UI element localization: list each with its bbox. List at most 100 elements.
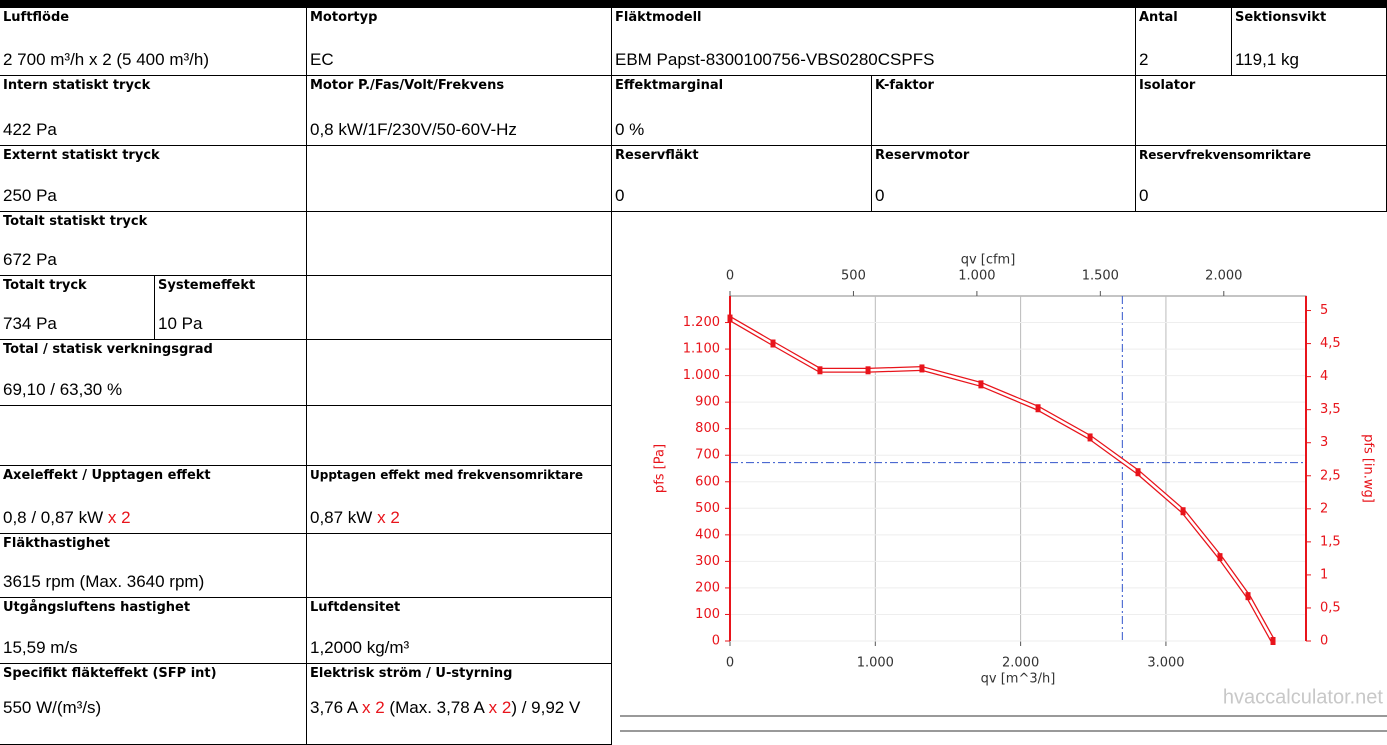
y2-tick-label: 2,5 <box>1320 468 1341 483</box>
x-axis-title: qv [m^3/h] <box>981 672 1056 687</box>
cell-label: Effektmarginal <box>615 78 724 93</box>
x-tick-label: 2.000 <box>1002 656 1039 671</box>
table-cell: Luftdensitet 1,2000 kg/m³ <box>306 597 612 664</box>
marker <box>1270 637 1276 645</box>
marker <box>770 339 776 348</box>
value-part: x 2 <box>362 698 385 717</box>
cell-value: 672 Pa <box>3 250 57 269</box>
table-cell: Effektmarginal 0 % <box>611 75 872 146</box>
marker <box>1135 468 1141 477</box>
y-tick-label: 200 <box>695 580 720 595</box>
cell-value: 3615 rpm (Max. 3640 rpm) <box>3 572 205 591</box>
cell-value: EC <box>310 50 334 69</box>
cell-label: Totalt tryck <box>3 278 87 293</box>
cell-value: 1,2000 kg/m³ <box>310 638 410 657</box>
marker <box>865 366 871 375</box>
y2-tick-label: 1 <box>1320 567 1328 582</box>
x2-tick-label: 1.000 <box>958 269 995 284</box>
table-cell: Elektrisk ström / U-styrning 3,76 A x 2 (… <box>306 663 612 745</box>
cell-label: Motortyp <box>310 10 378 25</box>
y-tick-label: 400 <box>695 527 720 542</box>
table-cell: Motor P./Fas/Volt/Frekvens 0,8 kW/1F/230V… <box>306 75 612 146</box>
cell-label: Fläkthastighet <box>3 536 110 551</box>
value-part: 0,8 / 0,87 kW <box>3 508 108 527</box>
cell-value: 119,1 kg <box>1235 50 1299 69</box>
table-cell: Externt statiskt tryck 250 Pa <box>0 145 307 212</box>
value-part: x 2 <box>107 508 131 527</box>
cell-value: 2 700 m³/h x 2 (5 400 m³/h) <box>3 50 209 69</box>
y2-axis-title: pfs [in.wg] <box>1361 434 1376 503</box>
cell-label: Intern statiskt tryck <box>3 78 151 93</box>
table-cell: Reservmotor 0 <box>871 145 1136 212</box>
cell-label: Utgångsluftens hastighet <box>3 600 191 615</box>
cell-label: Luftflöde <box>3 10 70 25</box>
y-tick-label: 600 <box>695 474 720 489</box>
x2-tick-label: 2.000 <box>1205 269 1242 284</box>
value-part: x 2 <box>488 698 512 717</box>
cell-label: Luftdensitet <box>310 600 401 615</box>
cell-value: 250 Pa <box>3 186 57 205</box>
cell-value: 0 <box>615 186 625 205</box>
cell-label: Motor P./Fas/Volt/Frekvens <box>310 78 505 93</box>
marker <box>1087 433 1093 442</box>
x2-tick-label: 500 <box>841 269 866 284</box>
y2-tick-label: 0,5 <box>1320 600 1341 615</box>
y2-tick-label: 5 <box>1320 303 1328 318</box>
marker <box>727 314 733 323</box>
y-tick-label: 1.200 <box>683 315 720 330</box>
cell-label: Upptagen effekt med frekvensomriktare <box>310 468 584 482</box>
x-tick-label: 1.000 <box>857 656 894 671</box>
y-tick-label: 100 <box>695 607 720 622</box>
table-cell: Total / statisk verkningsgrad 69,10 / 63,… <box>0 339 307 406</box>
value-part: x 2 <box>377 508 400 527</box>
cell-label: Systemeffekt <box>158 278 256 293</box>
y-tick-label: 800 <box>695 421 720 436</box>
cell-label: Reservmotor <box>875 148 970 163</box>
plot-area <box>729 295 1307 642</box>
y-tick-label: 0 <box>712 634 720 649</box>
cell-value: 0 <box>875 186 885 205</box>
watermark: hvaccalculator.net <box>1223 686 1384 708</box>
cell-value: 734 Pa <box>3 314 57 333</box>
cell-value: 10 Pa <box>158 314 203 333</box>
cell-label: Elektrisk ström / U-styrning <box>310 666 513 681</box>
x2-tick-label: 1.500 <box>1082 269 1119 284</box>
y-tick-label: 900 <box>695 395 720 410</box>
y2-tick-label: 2 <box>1320 501 1328 516</box>
cell-value: 3,76 A x 2 (Max. 3,78 A x 2) / 9,92 V <box>310 698 609 717</box>
cell-label: Totalt statiskt tryck <box>3 214 148 229</box>
marker <box>1217 553 1223 562</box>
y2-tick-label: 4,5 <box>1320 336 1341 351</box>
y-tick-label: 700 <box>695 448 720 463</box>
value-part: 0,87 kW <box>310 508 378 527</box>
value-part: 3,76 A <box>310 698 362 717</box>
x2-tick-label: 0 <box>726 269 734 284</box>
cell-label: Antal <box>1139 10 1178 25</box>
y2-tick-label: 3,5 <box>1320 402 1341 417</box>
y2-tick-label: 3 <box>1320 435 1328 450</box>
cell-value: 0 <box>1139 186 1149 205</box>
marker <box>817 366 823 375</box>
cell-label: Isolator <box>1139 78 1196 93</box>
y2-tick-label: 0 <box>1320 634 1328 649</box>
cell-value: 15,59 m/s <box>3 638 78 657</box>
cell-label: K-faktor <box>875 78 934 93</box>
y2-tick-label: 1,5 <box>1320 534 1341 549</box>
y-tick-label: 300 <box>695 554 720 569</box>
marker <box>978 380 984 389</box>
cell-label: Reservfrekvensomriktare <box>1139 148 1311 162</box>
x2-axis-title: qv [cfm] <box>961 253 1016 268</box>
y-tick-label: 1.000 <box>683 368 720 383</box>
cell-label: Sektionsvikt <box>1235 10 1327 25</box>
cell-value: 69,10 / 63,30 % <box>3 380 123 399</box>
cell-label: Reservfläkt <box>615 148 699 163</box>
marker <box>1035 404 1041 413</box>
cell-label: Total / statisk verkningsgrad <box>3 342 213 357</box>
cell-label: Fläktmodell <box>615 10 702 25</box>
y2-tick-label: 4 <box>1320 369 1328 384</box>
x-tick-label: 0 <box>726 656 734 671</box>
cell-value: 0 % <box>615 120 645 139</box>
y-tick-label: 500 <box>695 501 720 516</box>
